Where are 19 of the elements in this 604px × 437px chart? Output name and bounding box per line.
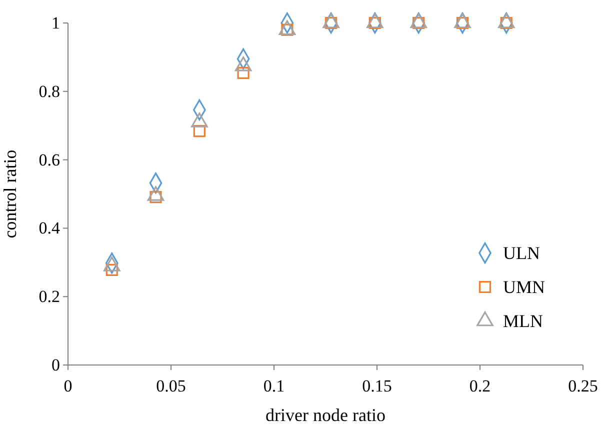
x-tick-label: 0.1 — [263, 376, 285, 396]
y-tick-label: 0 — [52, 355, 60, 374]
y-tick-label: 0.8 — [38, 82, 60, 101]
x-tick-label: 0.15 — [362, 376, 392, 396]
legend-label: MLN — [503, 311, 543, 331]
x-axis-title: driver node ratio — [266, 405, 386, 425]
y-tick-label: 0.4 — [38, 218, 60, 238]
legend-label: UMN — [503, 277, 546, 297]
x-tick-label: 0.2 — [469, 376, 491, 396]
point — [237, 66, 250, 79]
x-tick-label: 0 — [64, 376, 72, 396]
y-tick-label: 0.2 — [38, 287, 60, 306]
x-tick-label: 0.05 — [156, 376, 186, 396]
y-axis-title: control ratio — [0, 150, 20, 238]
y-tick-label: 1 — [52, 13, 60, 32]
y-tick-label: 0.6 — [38, 150, 60, 170]
point — [193, 125, 206, 138]
x-tick-label: 0.25 — [568, 376, 598, 396]
legend-label: ULN — [503, 243, 540, 263]
